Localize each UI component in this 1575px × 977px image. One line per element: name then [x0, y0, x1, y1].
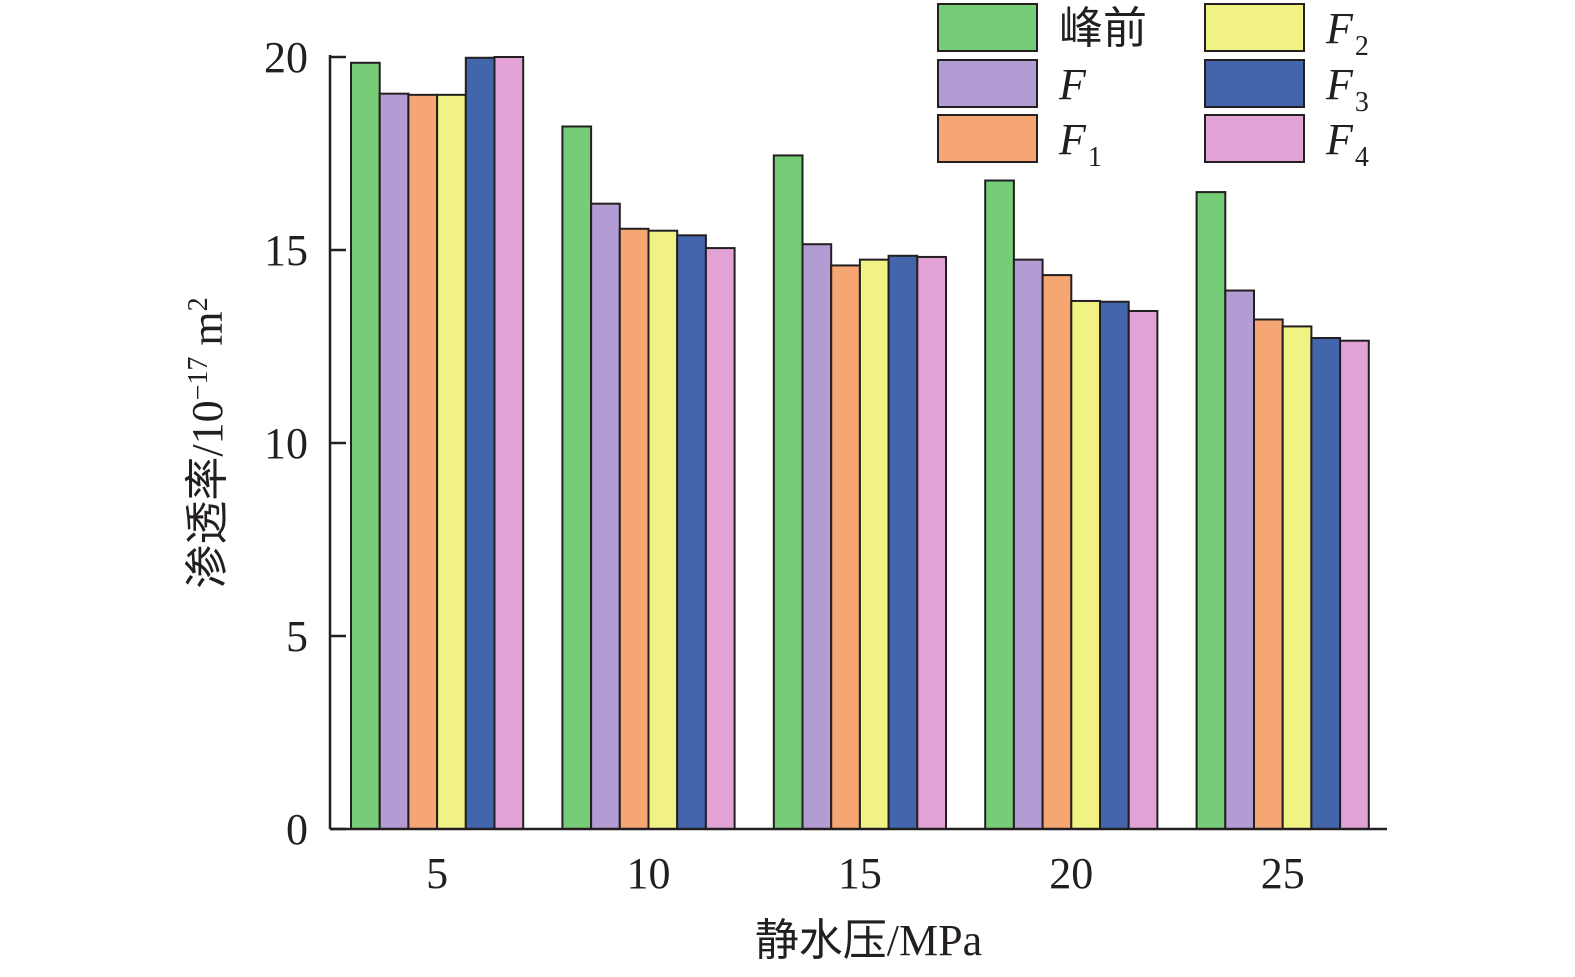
bar — [1070, 299, 1102, 830]
bar — [464, 56, 496, 831]
legend-label: F — [1058, 60, 1087, 109]
bar — [561, 125, 593, 831]
y-axis-title-main: 渗透率/10 — [183, 400, 232, 588]
legend-swatch — [937, 3, 1038, 52]
bar — [1099, 300, 1130, 830]
y-tick-label: 15 — [264, 226, 308, 275]
y-tick-label: 20 — [264, 33, 308, 82]
bar — [350, 61, 381, 831]
legend-swatch — [937, 114, 1038, 163]
bars-layer — [350, 56, 1370, 831]
bar — [1281, 325, 1313, 830]
bar — [1195, 191, 1227, 831]
legend-label: 峰前 — [1059, 4, 1147, 53]
bar — [378, 92, 410, 831]
bar — [916, 255, 947, 830]
bar — [1224, 289, 1256, 830]
legend-label: F3 — [1325, 60, 1369, 118]
y-tick-label: 0 — [286, 805, 308, 854]
y-ticks: 0 5 10 15 20 — [264, 33, 346, 854]
legend-label: F4 — [1325, 115, 1369, 173]
y-tick-label: 10 — [264, 419, 308, 468]
legend-swatch — [1204, 59, 1305, 108]
x-tick-label: 25 — [1261, 849, 1305, 898]
bar — [1127, 309, 1159, 831]
legend-swatch — [1204, 114, 1305, 163]
bar — [984, 179, 1015, 830]
legend-label: F1 — [1058, 115, 1102, 173]
bar — [676, 234, 707, 831]
bar — [647, 229, 679, 830]
bar — [407, 93, 439, 830]
bar — [1310, 337, 1342, 830]
bar — [772, 154, 804, 830]
bar — [493, 56, 525, 830]
x-tick-label: 20 — [1049, 849, 1093, 898]
y-tick-label: 5 — [286, 612, 308, 661]
y-axis-title-exponent: −17 — [183, 357, 214, 401]
bar — [887, 254, 919, 831]
bar — [830, 264, 861, 830]
bar — [618, 227, 650, 830]
bar — [858, 258, 890, 830]
legend-swatch — [1204, 3, 1305, 52]
bar — [590, 202, 621, 830]
bar — [1339, 339, 1370, 830]
bar — [1253, 318, 1284, 830]
x-axis-title: 静水压/MPa — [755, 916, 982, 965]
y-axis-title: 渗透率/10−17 m2 — [183, 297, 233, 588]
bar — [1012, 258, 1044, 830]
bar — [801, 243, 833, 830]
bar — [436, 93, 467, 830]
x-tick-label: 15 — [838, 849, 882, 898]
y-axis-title-unit: m — [183, 311, 232, 356]
bar — [1041, 274, 1073, 830]
y-axis-title-unit-exponent: 2 — [183, 297, 214, 311]
x-tick-label: 5 — [426, 849, 448, 898]
bar — [704, 247, 736, 830]
x-tick-label: 10 — [627, 849, 671, 898]
x-ticks: 5 10 15 20 25 — [426, 849, 1305, 898]
legend-label: F2 — [1325, 4, 1369, 62]
legend-swatch — [937, 59, 1038, 108]
